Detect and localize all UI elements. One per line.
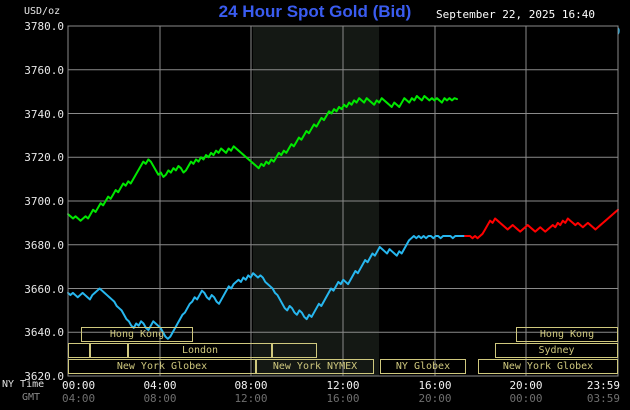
y-tick-3780.0: 3780.0 bbox=[24, 20, 64, 33]
x-axis-row2-name: GMT bbox=[22, 392, 41, 403]
x-tick-gmt-04:00: 04:00 bbox=[62, 392, 96, 405]
session-blank-2 bbox=[90, 343, 128, 358]
series-line-last-green bbox=[67, 95, 458, 222]
session-hong-kong-2: Hong Kong bbox=[516, 327, 618, 342]
y-tick-3660.0: 3660.0 bbox=[24, 282, 64, 296]
y-tick-3760.0: 3760.0 bbox=[24, 63, 64, 77]
x-axis-row1-name: NY Time bbox=[2, 379, 45, 390]
x-tick-ny-16:00: 16:00 bbox=[418, 379, 452, 392]
y-axis-ticks: 3780.0 3760.0 3740.0 3720.0 3700.0 3680.0 3660… bbox=[0, 0, 66, 410]
session-blank-1 bbox=[68, 343, 90, 358]
y-tick-3700.0: 3700.0 bbox=[24, 195, 64, 208]
x-tick-ny-00:00: 00:00 bbox=[62, 379, 96, 392]
session-hong-kong-1: Hong Kong bbox=[81, 327, 193, 342]
y-tick-3720.0: 3720.0 bbox=[24, 151, 64, 165]
x-tick-gmt-16:00: 16:00 bbox=[326, 392, 360, 405]
y-axis-unit-label: USD/oz bbox=[24, 6, 61, 17]
session-ny-globex-3: New York Globex bbox=[478, 359, 618, 374]
session-london: London bbox=[128, 343, 272, 358]
session-sydney: Sydney bbox=[495, 343, 618, 358]
y-tick-3620.0: 3620.0 bbox=[24, 370, 64, 383]
timestamp: September 22, 2025 16:40 bbox=[436, 8, 595, 21]
x-tick-ny-08:00: 08:00 bbox=[234, 379, 268, 392]
x-tick-gmt-00:00: 00:00 bbox=[509, 392, 543, 405]
series-line-sunday-red bbox=[464, 208, 619, 240]
y-tick-3740.0: 3740.0 bbox=[24, 107, 64, 121]
page-title: 24 Hour Spot Gold (Bid) bbox=[218, 2, 412, 21]
x-tick-ny-23:59: 23:59 bbox=[586, 379, 620, 392]
y-tick-3680.0: 3680.0 bbox=[24, 238, 64, 252]
session-ny-nymex: New York NYMEX bbox=[256, 359, 374, 374]
plot-border bbox=[67, 25, 619, 377]
session-ny-globex-2: NY Globex bbox=[380, 359, 466, 374]
y-tick-3640.0: 3640.0 bbox=[24, 326, 64, 340]
x-tick-gmt-03:59: 03:59 bbox=[586, 392, 620, 405]
x-tick-gmt-08:00: 08:00 bbox=[143, 392, 177, 405]
x-tick-gmt-20:00: 20:00 bbox=[418, 392, 452, 405]
x-tick-ny-12:00: 12:00 bbox=[326, 379, 360, 392]
x-tick-ny-20:00: 20:00 bbox=[509, 379, 543, 392]
session-ny-globex-1: New York Globex bbox=[68, 359, 256, 374]
x-tick-ny-04:00: 04:00 bbox=[143, 379, 177, 392]
x-tick-gmt-12:00: 12:00 bbox=[234, 392, 268, 405]
session-blank-3 bbox=[272, 343, 317, 358]
